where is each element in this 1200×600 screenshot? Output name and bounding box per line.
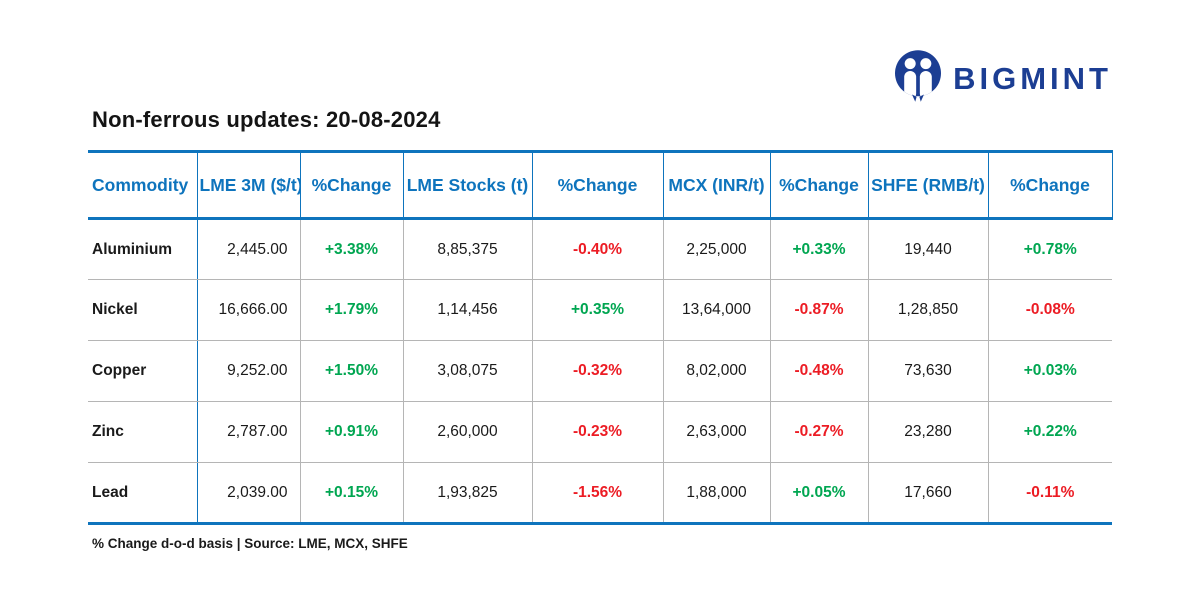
commodity-cell: Aluminium xyxy=(88,218,198,280)
commodity-table: Commodity LME 3M ($/t) %Change LME Stock… xyxy=(88,150,1113,525)
table-row: Lead 2,039.00 +0.15% 1,93,825 -1.56% 1,8… xyxy=(88,462,1112,525)
shfe-change-cell: +0.22% xyxy=(988,401,1112,463)
lme-3m-change-cell: +1.79% xyxy=(300,279,404,341)
lme-3m-value-cell: 16,666.00 xyxy=(197,279,301,341)
shfe-change-cell: -0.11% xyxy=(988,462,1112,525)
lme-stocks-value-cell: 3,08,075 xyxy=(403,340,533,402)
commodity-cell: Lead xyxy=(88,462,198,525)
lme-3m-value-cell: 2,445.00 xyxy=(197,218,301,280)
brand-logo: BIGMINT xyxy=(895,50,1112,108)
lme-stocks-value-cell: 1,14,456 xyxy=(403,279,533,341)
mcx-value-cell: 2,25,000 xyxy=(663,218,771,280)
lme-stocks-value-cell: 8,85,375 xyxy=(403,218,533,280)
footer-note: % Change d-o-d basis | Source: LME, MCX,… xyxy=(92,536,408,551)
shfe-value-cell: 17,660 xyxy=(868,462,989,525)
mcx-value-cell: 1,88,000 xyxy=(663,462,771,525)
lme-stocks-value-cell: 1,93,825 xyxy=(403,462,533,525)
people-circle-icon xyxy=(895,50,942,108)
mcx-change-cell: -0.27% xyxy=(770,401,869,463)
lme-stocks-change-cell: -1.56% xyxy=(532,462,664,525)
lme-3m-change-cell: +3.38% xyxy=(300,218,404,280)
mcx-change-cell: +0.05% xyxy=(770,462,869,525)
column-header-lme-3m-change: %Change xyxy=(300,150,404,220)
table-row: Copper 9,252.00 +1.50% 3,08,075 -0.32% 8… xyxy=(88,340,1112,402)
lme-stocks-change-cell: -0.32% xyxy=(532,340,664,402)
shfe-value-cell: 23,280 xyxy=(868,401,989,463)
table-row: Nickel 16,666.00 +1.79% 1,14,456 +0.35% … xyxy=(88,279,1112,341)
column-header-mcx: MCX (INR/t) xyxy=(663,150,771,220)
mcx-change-cell: -0.87% xyxy=(770,279,869,341)
mcx-value-cell: 8,02,000 xyxy=(663,340,771,402)
lme-stocks-change-cell: -0.23% xyxy=(532,401,664,463)
header-row: Commodity LME 3M ($/t) %Change LME Stock… xyxy=(88,150,1113,220)
mcx-value-cell: 2,63,000 xyxy=(663,401,771,463)
mcx-change-cell: -0.48% xyxy=(770,340,869,402)
commodity-cell: Nickel xyxy=(88,279,198,341)
lme-3m-value-cell: 2,787.00 xyxy=(197,401,301,463)
commodity-cell: Copper xyxy=(88,340,198,402)
brand-name: BIGMINT xyxy=(953,61,1112,96)
lme-3m-value-cell: 9,252.00 xyxy=(197,340,301,402)
lme-3m-change-cell: +1.50% xyxy=(300,340,404,402)
column-header-lme-3m: LME 3M ($/t) xyxy=(197,150,301,220)
column-header-shfe: SHFE (RMB/t) xyxy=(868,150,989,220)
lme-3m-change-cell: +0.91% xyxy=(300,401,404,463)
column-header-commodity: Commodity xyxy=(88,150,198,220)
shfe-change-cell: -0.08% xyxy=(988,279,1112,341)
commodity-cell: Zinc xyxy=(88,401,198,463)
shfe-value-cell: 73,630 xyxy=(868,340,989,402)
table-row: Zinc 2,787.00 +0.91% 2,60,000 -0.23% 2,6… xyxy=(88,401,1112,463)
column-header-lme-stocks: LME Stocks (t) xyxy=(403,150,533,220)
shfe-value-cell: 1,28,850 xyxy=(868,279,989,341)
mcx-change-cell: +0.33% xyxy=(770,218,869,280)
lme-stocks-change-cell: +0.35% xyxy=(532,279,664,341)
shfe-change-cell: +0.78% xyxy=(988,218,1112,280)
mcx-value-cell: 13,64,000 xyxy=(663,279,771,341)
lme-stocks-value-cell: 2,60,000 xyxy=(403,401,533,463)
table-row: Aluminium 2,445.00 +3.38% 8,85,375 -0.40… xyxy=(88,218,1112,280)
shfe-change-cell: +0.03% xyxy=(988,340,1112,402)
lme-3m-value-cell: 2,039.00 xyxy=(197,462,301,525)
lme-3m-change-cell: +0.15% xyxy=(300,462,404,525)
column-header-lme-stocks-change: %Change xyxy=(532,150,664,220)
page-title: Non-ferrous updates: 20-08-2024 xyxy=(92,107,441,132)
column-header-shfe-change: %Change xyxy=(988,150,1113,220)
column-header-mcx-change: %Change xyxy=(770,150,869,220)
shfe-value-cell: 19,440 xyxy=(868,218,989,280)
lme-stocks-change-cell: -0.40% xyxy=(532,218,664,280)
